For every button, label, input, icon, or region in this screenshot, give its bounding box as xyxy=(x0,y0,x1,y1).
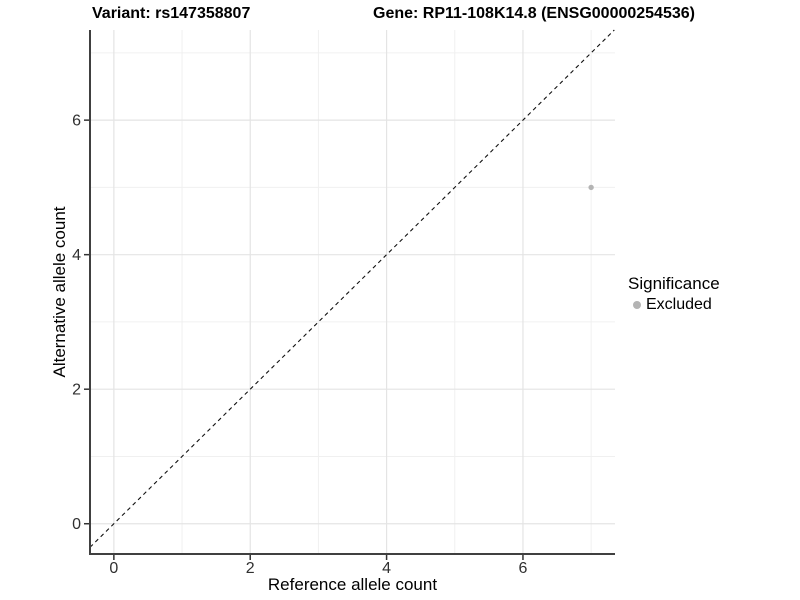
y-tick-label: 4 xyxy=(72,247,81,264)
legend: Significance Excluded xyxy=(628,274,720,314)
x-tick-label: 0 xyxy=(109,560,118,577)
x-tick-label: 6 xyxy=(519,560,528,577)
y-tick-label: 0 xyxy=(72,516,81,533)
gene-title: Gene: RP11-108K14.8 (ENSG00000254536) xyxy=(373,5,695,22)
y-tick-label: 2 xyxy=(72,382,81,399)
y-tick-label: 6 xyxy=(72,113,81,130)
x-tick-label: 2 xyxy=(246,560,255,577)
legend-title: Significance xyxy=(628,274,720,293)
legend-point-icon xyxy=(633,300,641,309)
y-axis-title: Alternative allele count xyxy=(50,206,69,378)
variant-title: Variant: rs147358807 xyxy=(92,5,251,22)
legend-entry-excluded: Excluded xyxy=(628,295,720,314)
identity-reference-line xyxy=(89,29,615,548)
legend-entry-label: Excluded xyxy=(646,296,712,313)
data-point xyxy=(588,184,594,191)
x-axis-title: Reference allele count xyxy=(267,575,438,594)
x-tick-label: 4 xyxy=(382,560,391,577)
